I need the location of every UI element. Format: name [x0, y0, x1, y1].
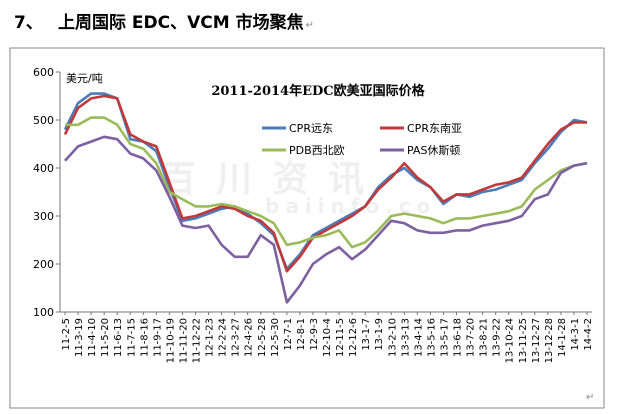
- watermark-text: 百川资讯: [160, 159, 385, 200]
- x-tick-label: 12-2-24: [218, 318, 229, 357]
- x-tick-label: 11-12-22: [192, 318, 203, 363]
- x-tick-label: 11-8-16: [139, 318, 150, 357]
- x-tick-label: 12-3-27: [231, 318, 242, 357]
- x-tick-label: 13-6-18: [453, 318, 464, 357]
- x-tick-label: 11-10-19: [165, 318, 176, 363]
- x-tick-label: 14-4-2: [583, 318, 594, 351]
- x-tick-label: 12-9-3: [309, 318, 320, 351]
- x-tick-label: 13-5-16: [426, 318, 437, 357]
- x-tick-label: 13-10-24: [505, 318, 516, 363]
- chart-title: 2011-2014年EDC欧美亚国际价格: [211, 83, 425, 99]
- x-tick-label: 11-2-5: [61, 318, 72, 351]
- x-tick-label: 13-9-22: [492, 318, 503, 357]
- y-tick-label: 300: [33, 210, 54, 223]
- section-heading: 7、 上周国际 EDC、VCM 市场聚焦 ↵: [14, 8, 314, 33]
- x-tick-label: 13-7-20: [466, 318, 477, 357]
- x-tick-label: 12-7-1: [283, 318, 294, 351]
- series-line-2: [63, 94, 587, 273]
- x-tick-label: 13-1-7: [361, 318, 372, 351]
- legend-label: PAS休斯顿: [407, 143, 460, 157]
- section-title: 上周国际 EDC、VCM 市场聚焦: [58, 13, 304, 33]
- y-tick-label: 200: [33, 258, 54, 271]
- y-tick-label: 600: [33, 66, 54, 79]
- x-tick-label: 13-4-14: [413, 318, 424, 357]
- x-tick-label: 11-7-15: [126, 318, 137, 357]
- x-tick-label: 12-5-28: [257, 318, 268, 357]
- x-tick-label: 11-9-17: [152, 318, 163, 357]
- x-tick-label: 12-8-1: [296, 318, 307, 351]
- section-number: 7、: [14, 13, 43, 33]
- y-axis-label: 美元/吨: [66, 72, 103, 85]
- x-tick-label: 14-3-1: [570, 318, 581, 351]
- x-tick-label: 11-5-20: [100, 318, 111, 357]
- x-tick-label: 13-1-9: [374, 318, 385, 351]
- paragraph-mark: ↵: [305, 20, 314, 31]
- x-tick-label: 14-1-28: [557, 318, 568, 357]
- x-tick-label: 12-5-30: [270, 318, 281, 357]
- series-line-3: [65, 116, 588, 249]
- x-tick-label: 12-12-6: [348, 318, 359, 357]
- x-tick-label: 11-3-19: [74, 318, 85, 357]
- series-line-4: [64, 135, 588, 304]
- chart-frame: [9, 47, 605, 409]
- y-tick-label: 100: [33, 306, 54, 319]
- legend-label: CPR远东: [289, 122, 333, 135]
- legend-label: PDB西北欧: [289, 144, 345, 157]
- x-tick-label: 11-11-20: [178, 318, 189, 363]
- x-tick-label: 11-4-10: [87, 318, 98, 357]
- x-tick-label: 13-8-21: [479, 318, 490, 357]
- x-tick-label: 13-12-28: [544, 318, 555, 363]
- series-line-1: [63, 92, 588, 271]
- x-tick-label: 12-11-5: [335, 318, 346, 357]
- x-tick-label: 13-5-17: [439, 318, 450, 357]
- paragraph-mark-bottom: ↵: [586, 392, 595, 403]
- x-tick-label: 11-6-13: [113, 318, 124, 357]
- legend-label: CPR东南亚: [407, 122, 462, 135]
- x-tick-label: 13-11-25: [518, 318, 529, 363]
- x-tick-label: 12-4-26: [244, 318, 255, 357]
- y-tick-label: 500: [33, 114, 54, 127]
- x-tick-label: 12-10-4: [322, 318, 333, 357]
- x-tick-label: 13-3-13: [400, 318, 411, 357]
- x-tick-label: 13-2-10: [387, 318, 398, 357]
- y-tick-label: 400: [33, 162, 54, 175]
- x-tick-label: 13-12-27: [531, 318, 542, 363]
- x-tick-label: 12-1-23: [205, 318, 216, 357]
